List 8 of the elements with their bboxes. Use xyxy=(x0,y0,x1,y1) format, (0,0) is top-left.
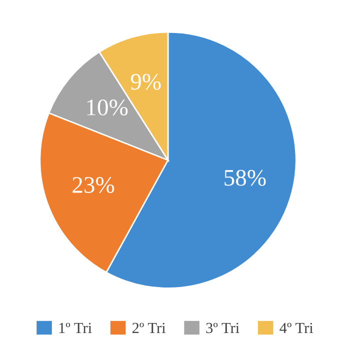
legend-label: 1º Tri xyxy=(59,322,92,333)
data-label: 58% xyxy=(224,170,266,186)
data-label: 9% xyxy=(130,74,161,90)
data-label: 23% xyxy=(72,177,114,194)
legend-label: 2º Tri xyxy=(132,322,166,333)
legend-label: 4º Tri xyxy=(280,322,314,333)
legend-label: 3º Tri xyxy=(206,322,240,334)
data-label: 10% xyxy=(87,99,128,116)
